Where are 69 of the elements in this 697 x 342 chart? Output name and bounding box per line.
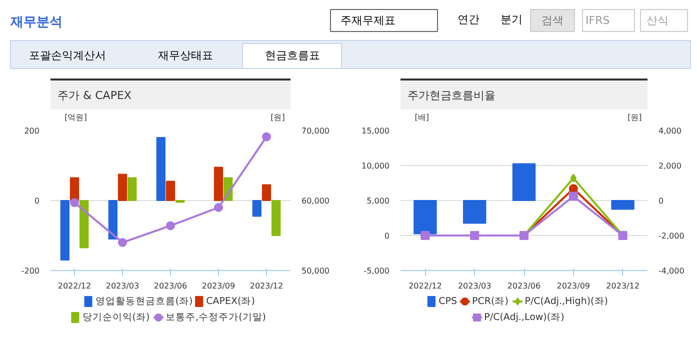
legend-label: 당기순이익(좌) bbox=[82, 312, 150, 323]
x-tick-label: 2023/06 bbox=[154, 282, 188, 290]
y2-axis-title: [원] bbox=[628, 113, 642, 122]
text: 포괄손익계산서 bbox=[29, 49, 106, 62]
x-tick-label: 2023/06 bbox=[507, 282, 541, 290]
bar bbox=[214, 166, 224, 201]
bar bbox=[80, 200, 89, 248]
chart-title: 주가 & CAPEX bbox=[58, 89, 132, 102]
point bbox=[166, 221, 175, 230]
x-tick-label: 2023/12 bbox=[606, 282, 640, 290]
x-tick-label: 2023/03 bbox=[458, 282, 492, 290]
y2-tick-label: 60,000 bbox=[302, 196, 330, 206]
y-tick-label: -200 bbox=[21, 266, 40, 276]
point bbox=[214, 203, 223, 212]
x-tick-label: 2022/12 bbox=[58, 282, 92, 290]
y-tick-label: -5,000 bbox=[364, 266, 390, 276]
legend-label: 영업활동현금흐름(좌) bbox=[95, 296, 193, 307]
text: 재무상태표 bbox=[158, 49, 213, 62]
point bbox=[262, 132, 271, 142]
bar bbox=[70, 177, 80, 201]
y-axis-title: [억원] bbox=[64, 113, 87, 122]
y-tick-label: 5,000 bbox=[366, 196, 390, 206]
legend-label: CPS bbox=[438, 296, 457, 307]
text: 연간 bbox=[458, 13, 480, 26]
y2-tick-label: 2,000 bbox=[658, 162, 682, 170]
x-tick-label: 2023/09 bbox=[202, 282, 236, 290]
point bbox=[570, 174, 577, 183]
x-tick-label: 2023/12 bbox=[250, 282, 284, 290]
point bbox=[568, 192, 578, 201]
y2-tick-label: -4,000 bbox=[658, 266, 684, 276]
y2-tick-label: 4,000 bbox=[658, 126, 682, 136]
bar bbox=[252, 200, 262, 217]
bar bbox=[272, 200, 281, 236]
y2-tick-label: 0 bbox=[658, 196, 664, 206]
legend-label: P/C(Adj.,High)(좌) bbox=[524, 296, 608, 307]
bar bbox=[166, 180, 176, 201]
chart-title: 주가현금흐름비율 bbox=[408, 89, 496, 102]
text: IFRS bbox=[586, 14, 610, 27]
text: 산식 bbox=[646, 14, 668, 27]
bar bbox=[118, 174, 128, 201]
y2-tick-label: 50,000 bbox=[302, 266, 330, 276]
y-tick-label: 200 bbox=[24, 126, 40, 136]
y-tick-label: 0 bbox=[384, 232, 390, 240]
legend-label: CAPEX(좌) bbox=[206, 296, 255, 307]
legend-label: P/C(Adj.,Low)(좌) bbox=[484, 312, 564, 323]
y-tick-label: 10,000 bbox=[362, 162, 390, 170]
y-axis-title: [배] bbox=[414, 113, 429, 122]
bar bbox=[60, 200, 70, 260]
text: 재무분석 bbox=[10, 15, 62, 30]
bar bbox=[262, 184, 272, 201]
y2-tick-label: 70,000 bbox=[302, 126, 330, 136]
point bbox=[118, 238, 127, 247]
y-tick-label: 0 bbox=[34, 196, 40, 206]
y2-axis-title: [원] bbox=[270, 113, 285, 122]
text: 분기 bbox=[500, 13, 522, 26]
legend-label: 보통주,수정주가(기말) bbox=[166, 312, 266, 323]
y-tick-label: 15,000 bbox=[362, 126, 390, 136]
point bbox=[70, 198, 79, 208]
y2-tick-label: -2,000 bbox=[658, 232, 684, 240]
bar bbox=[108, 200, 118, 240]
bar bbox=[156, 137, 166, 201]
x-tick-label: 2022/12 bbox=[408, 282, 442, 290]
text: 검색 bbox=[542, 14, 564, 27]
x-tick-label: 2023/03 bbox=[106, 282, 140, 290]
bar bbox=[128, 177, 137, 201]
x-tick-label: 2023/09 bbox=[556, 282, 590, 290]
legend-label: PCR(좌) bbox=[472, 296, 508, 307]
text: 현금흐름표 bbox=[265, 49, 320, 62]
text: 주재무제표 bbox=[340, 14, 396, 27]
